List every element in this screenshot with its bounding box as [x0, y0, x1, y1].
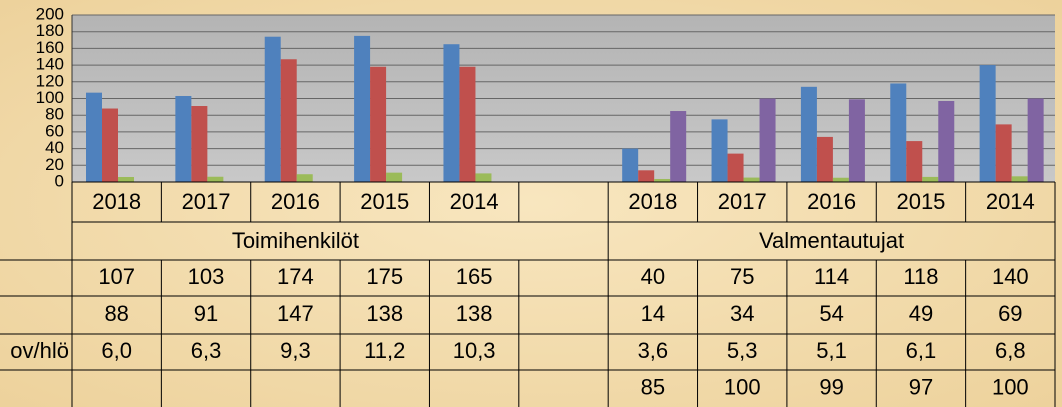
- bar: [816, 136, 833, 182]
- bar: [890, 83, 907, 182]
- bar: [711, 119, 728, 182]
- x-tick-label: 2015: [360, 189, 409, 214]
- data-label: 114: [814, 264, 849, 289]
- bar: [296, 174, 313, 182]
- data-label: 5,1: [816, 338, 847, 363]
- data-label: 138: [366, 301, 403, 326]
- data-label: 175: [366, 264, 403, 289]
- y-tick-label: 0: [55, 171, 64, 190]
- data-label: 138: [456, 301, 493, 326]
- data-label: 97: [909, 374, 933, 399]
- data-label: 54: [819, 301, 843, 326]
- y-tick-label: 180: [36, 21, 64, 40]
- bar: [370, 66, 387, 182]
- y-tick-label: 60: [45, 121, 64, 140]
- y-tick-label: 80: [45, 105, 64, 124]
- data-label: 14: [641, 301, 665, 326]
- bar: [906, 141, 923, 182]
- x-tick-label: 2014: [450, 189, 499, 214]
- bar: [727, 153, 744, 182]
- x-tick-label: 2017: [718, 189, 767, 214]
- y-tick-label: 160: [36, 38, 64, 57]
- y-tick-label: 100: [36, 88, 64, 107]
- data-label: 88: [104, 301, 128, 326]
- data-label: 6,0: [101, 338, 132, 363]
- bar: [832, 177, 849, 182]
- x-tick-label: 2016: [807, 189, 856, 214]
- bar: [102, 108, 118, 182]
- group-label: Valmentautujat: [759, 228, 904, 253]
- bar: [638, 170, 655, 182]
- bar: [459, 66, 476, 182]
- x-tick-label: 2017: [182, 189, 231, 214]
- data-label: 85: [641, 374, 665, 399]
- bar: [354, 35, 371, 182]
- x-tick-label: 2018: [92, 189, 141, 214]
- bar: [280, 59, 297, 182]
- bar: [443, 44, 460, 182]
- data-label: 99: [819, 374, 843, 399]
- y-tick-label: 40: [45, 138, 64, 157]
- data-label: 174: [277, 264, 314, 289]
- data-label: 34: [730, 301, 754, 326]
- bar: [475, 173, 492, 182]
- bar: [743, 177, 760, 182]
- legend-label: ov/hlö: [10, 338, 69, 363]
- data-label: 6,8: [995, 338, 1026, 363]
- data-label: 9,3: [280, 338, 311, 363]
- data-label: 118: [903, 264, 938, 289]
- y-tick-label: 200: [36, 4, 64, 23]
- data-label: 6,3: [191, 338, 222, 363]
- bar: [386, 172, 403, 182]
- y-tick-label: 20: [45, 155, 64, 174]
- data-label: 40: [641, 264, 665, 289]
- data-label: 10,3: [453, 338, 496, 363]
- bar: [175, 95, 192, 182]
- data-label: 100: [724, 374, 761, 399]
- bar: [1027, 98, 1044, 182]
- data-label: 5,3: [727, 338, 758, 363]
- bar: [86, 92, 102, 182]
- x-tick-label: 2018: [628, 189, 677, 214]
- bar: [922, 176, 939, 182]
- bar: [848, 99, 865, 182]
- data-label: 11,2: [364, 338, 405, 363]
- data-label: 103: [188, 264, 225, 289]
- bar: [118, 176, 134, 182]
- data-label: 3,6: [638, 338, 669, 363]
- bar: [995, 124, 1012, 182]
- bar: [800, 86, 817, 182]
- bar: [191, 106, 208, 182]
- bar: [264, 36, 281, 183]
- y-tick-label: 140: [36, 55, 64, 74]
- data-label: 6,1: [906, 338, 937, 363]
- bar: [759, 98, 776, 182]
- bar: [979, 65, 996, 182]
- bar: [1011, 176, 1028, 182]
- data-label: 147: [277, 301, 314, 326]
- y-tick-label: 120: [36, 71, 64, 90]
- bar: [938, 101, 955, 182]
- data-label: 107: [98, 264, 135, 289]
- data-label: 140: [992, 264, 1029, 289]
- group-label: Toimihenkilöt: [232, 228, 359, 253]
- bar: [207, 176, 224, 182]
- data-label: 100: [992, 374, 1029, 399]
- bar: [654, 178, 671, 182]
- data-label: 165: [456, 264, 493, 289]
- data-label: 49: [909, 301, 933, 326]
- x-tick-label: 2015: [896, 189, 945, 214]
- data-label: 91: [194, 301, 218, 326]
- bar: [622, 148, 639, 182]
- x-tick-label: 2014: [986, 189, 1035, 214]
- data-label: 69: [998, 301, 1022, 326]
- data-label: 75: [730, 264, 754, 289]
- bar: [670, 111, 687, 182]
- x-tick-label: 2016: [271, 189, 320, 214]
